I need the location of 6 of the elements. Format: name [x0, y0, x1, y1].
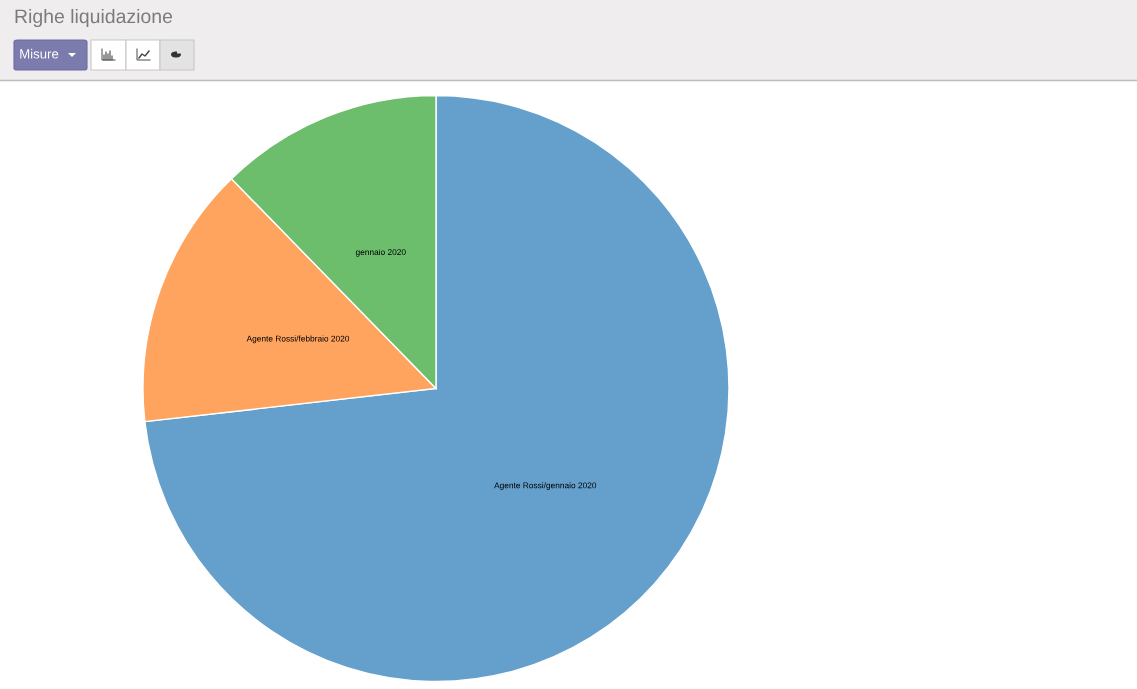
- slice-label: Agente Rossi/febbraio 2020: [246, 335, 350, 344]
- slice-label: Agente Rossi/gennaio 2020: [494, 482, 597, 490]
- text: Misure: [20, 48, 59, 59]
- chart-title: Righe liquidazione: [15, 8, 173, 28]
- pie-slice: [144, 94, 730, 683]
- slice-label: gennaio 2020: [355, 248, 406, 257]
